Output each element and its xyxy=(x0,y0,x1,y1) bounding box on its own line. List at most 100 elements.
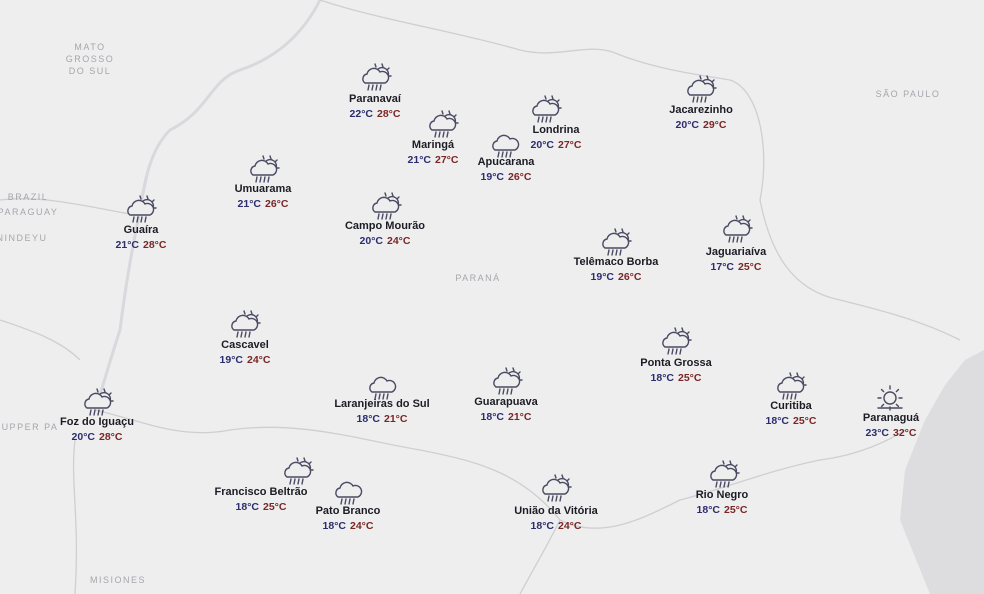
sun-ray xyxy=(243,310,246,315)
min-temp: 18°C xyxy=(236,501,260,513)
weather-icon xyxy=(687,75,717,103)
sun-ray xyxy=(556,99,560,103)
map-label: BRAZIL xyxy=(8,192,49,202)
min-temp: 21°C xyxy=(408,154,432,166)
min-temp: 19°C xyxy=(591,271,615,283)
city-name: Umuarama xyxy=(235,183,293,195)
sun-ray xyxy=(551,95,554,100)
weather-icon xyxy=(493,367,523,395)
max-temp: 29°C xyxy=(703,119,727,131)
city-name: Guarapuava xyxy=(474,396,538,408)
max-temp: 25°C xyxy=(724,504,748,516)
cloud xyxy=(602,232,630,249)
sun-ray xyxy=(626,232,630,236)
map-label: MATO xyxy=(74,42,105,52)
sun-ray xyxy=(566,478,570,482)
rain xyxy=(267,176,270,183)
sun-ray xyxy=(505,367,508,372)
rain xyxy=(382,393,385,400)
min-temp: 18°C xyxy=(651,372,675,384)
city-name: Apucarana xyxy=(478,156,536,168)
rain xyxy=(255,176,258,183)
sun-ray xyxy=(381,63,384,68)
city-name: Laranjeiras do Sul xyxy=(334,398,429,410)
max-temp: 28°C xyxy=(99,431,123,443)
rain xyxy=(619,249,622,256)
map-label: UPPER PA xyxy=(2,422,59,432)
city-name: Curitiba xyxy=(770,400,812,412)
max-temp: 26°C xyxy=(265,198,289,210)
temperatures: 17°C 25°C xyxy=(711,261,762,273)
weather-icon xyxy=(662,327,692,355)
cloud xyxy=(284,461,312,478)
rain xyxy=(434,131,437,138)
cloud xyxy=(542,478,570,495)
rain xyxy=(541,116,544,123)
rain xyxy=(144,216,147,223)
max-temp: 26°C xyxy=(508,171,532,183)
rain xyxy=(700,96,703,103)
cloud xyxy=(429,114,457,131)
cloud xyxy=(127,199,155,216)
rain xyxy=(236,331,239,338)
sun-ray xyxy=(789,372,792,377)
max-temp: 21°C xyxy=(384,413,408,425)
rain xyxy=(498,388,501,395)
rain xyxy=(371,84,374,91)
rain xyxy=(736,236,739,243)
sun-ray xyxy=(96,388,99,393)
min-temp: 21°C xyxy=(116,239,140,251)
max-temp: 21°C xyxy=(508,411,532,423)
map-label: PARANÁ xyxy=(455,273,500,283)
rain xyxy=(378,393,381,400)
city-name: Telêmaco Borba xyxy=(574,256,660,268)
rain xyxy=(374,393,377,400)
rain xyxy=(611,249,614,256)
rain xyxy=(704,96,707,103)
sun-ray xyxy=(517,371,521,375)
rain xyxy=(727,481,730,488)
rain xyxy=(607,249,610,256)
cloud xyxy=(250,159,278,176)
weather-icon xyxy=(723,215,753,243)
rain xyxy=(547,495,550,502)
map-label: NINDEYU xyxy=(0,233,48,243)
temperatures: 18°C 25°C xyxy=(236,501,287,513)
sun-ray xyxy=(895,388,900,393)
max-temp: 25°C xyxy=(793,415,817,427)
sun-ray xyxy=(374,63,377,68)
cloud xyxy=(687,79,715,96)
city-name: Campo Mourão xyxy=(345,220,425,232)
city-name: Jacarezinho xyxy=(669,104,733,116)
sun-ray xyxy=(139,195,142,200)
rain xyxy=(293,478,296,485)
rain xyxy=(297,478,300,485)
max-temp: 26°C xyxy=(618,271,642,283)
min-temp: 18°C xyxy=(697,504,721,516)
sun-ray xyxy=(386,67,390,71)
state-border xyxy=(319,0,961,341)
map-label: DO SUL xyxy=(69,66,112,76)
rain xyxy=(248,331,251,338)
rain xyxy=(240,331,243,338)
cloud xyxy=(231,314,259,331)
rain xyxy=(692,96,695,103)
rain xyxy=(782,393,785,400)
rain xyxy=(506,388,509,395)
rain xyxy=(551,495,554,502)
min-temp: 22°C xyxy=(350,108,374,120)
rain xyxy=(348,498,351,505)
rain xyxy=(497,151,500,158)
sun-ray xyxy=(614,228,617,233)
sun-ray xyxy=(621,228,624,233)
min-temp: 20°C xyxy=(676,119,700,131)
rain xyxy=(442,131,445,138)
city-name: Pato Branco xyxy=(316,505,381,517)
temperatures: 18°C 21°C xyxy=(481,411,532,423)
temperatures: 22°C 28°C xyxy=(350,108,401,120)
sun-ray xyxy=(686,331,690,335)
sun-ray xyxy=(384,192,387,197)
min-temp: 18°C xyxy=(531,520,555,532)
rain xyxy=(615,249,618,256)
sun-ray xyxy=(146,195,149,200)
